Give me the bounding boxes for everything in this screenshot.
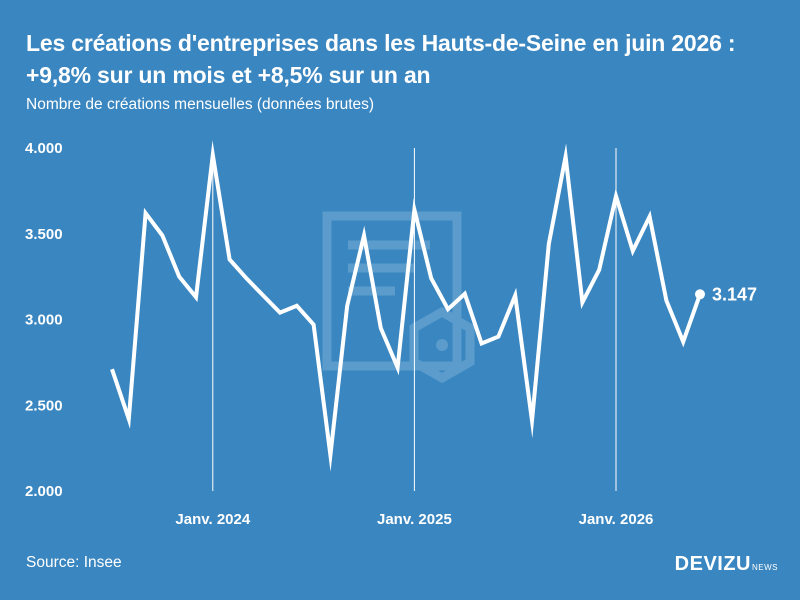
brand-suffix: NEWS [752, 563, 778, 572]
y-tick-label: 2.000 [25, 483, 63, 500]
chart-title: Les créations d'entreprises dans les Hau… [26, 30, 736, 88]
y-axis: 2.000 2.500 3.000 3.500 4.000 [25, 140, 63, 500]
series-group: 3.147 [110, 140, 757, 472]
x-tick-label: Janv. 2024 [175, 511, 250, 528]
source-note: Source: Insee [26, 554, 122, 571]
y-tick-label: 2.500 [25, 397, 63, 414]
brand-logo: DEVIZUNEWS [675, 553, 778, 576]
brand-name: DEVIZU [674, 553, 751, 575]
y-tick-label: 4.000 [25, 140, 63, 157]
x-tick-label: Janv. 2026 [579, 511, 654, 528]
y-tick-label: 3.000 [25, 312, 63, 329]
last-data-point [695, 289, 705, 300]
y-tick-label: 3.500 [25, 226, 63, 243]
last-value-label: 3.147 [712, 284, 757, 304]
watermark-dot [436, 339, 448, 351]
watermark-document-shape [322, 211, 462, 371]
series-line [110, 140, 702, 472]
chart-subtitle: Nombre de créations mensuelles (données … [26, 96, 375, 113]
x-tick-label: Janv. 2025 [377, 511, 452, 528]
